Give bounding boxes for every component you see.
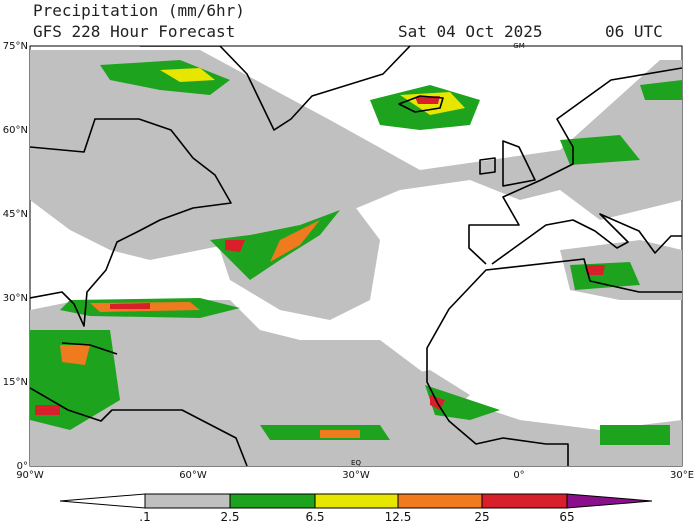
colorbar-label: 12.5: [385, 510, 412, 524]
colorbar-segment: [229, 493, 316, 509]
colorbar: .1 2.5 6.5 12.5 25 65: [59, 493, 653, 524]
colorbar-segment: [59, 493, 146, 509]
lon-label: 90°W: [16, 470, 44, 481]
lon-label: 30°E: [670, 470, 694, 481]
lat-label: 0°: [17, 461, 28, 472]
equator-marker: EQ: [351, 459, 361, 467]
colorbar-segment: [314, 493, 399, 509]
title: Precipitation (mm/6hr): [33, 1, 245, 20]
lon-label: 30°W: [342, 470, 370, 481]
model: GFS 228 Hour Forecast: [33, 22, 235, 41]
colorbar-label: 2.5: [220, 510, 239, 524]
colorbar-label: 25: [474, 510, 489, 524]
time: 06 UTC: [605, 22, 663, 41]
date: Sat 04 Oct 2025: [398, 22, 543, 41]
colorbar-segment: [144, 493, 231, 509]
lat-label: 75°N: [3, 41, 28, 52]
lat-label: 30°N: [3, 293, 28, 304]
colorbar-segment: [481, 493, 568, 509]
colorbar-label: 65: [559, 510, 574, 524]
lat-label: 15°N: [3, 377, 28, 388]
lat-label: 45°N: [3, 209, 28, 220]
map: 0° 15°N 30°N 45°N 60°N 75°N 90°W 60°W 30…: [3, 41, 694, 481]
meridian-marker: GM: [513, 42, 524, 50]
coastlines: [30, 46, 682, 466]
colorbar-label: .1: [139, 510, 150, 524]
colorbar-segment: [397, 493, 483, 509]
lon-label: 0°: [513, 470, 524, 481]
colorbar-segment: [566, 493, 653, 509]
colorbar-label: 6.5: [305, 510, 324, 524]
lon-label: 60°W: [179, 470, 207, 481]
lat-label: 60°N: [3, 125, 28, 136]
